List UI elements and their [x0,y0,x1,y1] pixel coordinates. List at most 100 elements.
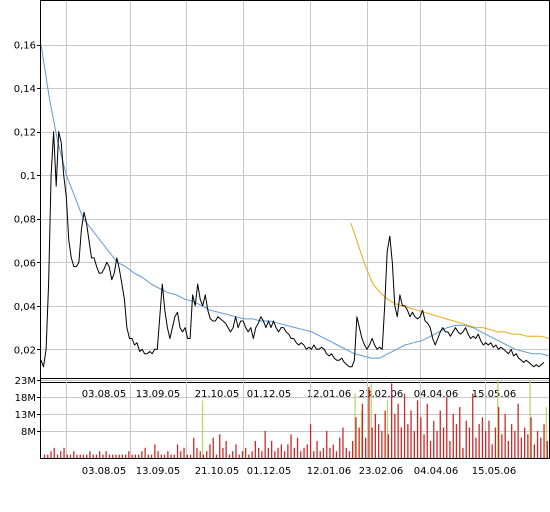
volume-bar [296,437,299,458]
volume-bar [60,451,62,458]
volume-bar [92,454,94,458]
price-series-line-2 [350,222,550,339]
volume-bar [105,451,107,458]
volume-bar [536,430,539,458]
volume-bar [222,447,224,458]
volume-bar [410,410,412,458]
volume-bar [423,434,425,458]
volume-grid [41,379,549,458]
volume-bar [176,444,179,458]
volume-x-tick-label: 21.10.05 [195,466,240,477]
price-x-tick-label: 21.10.05 [195,389,240,400]
volume-bar [439,410,441,458]
volume-bar [449,441,451,458]
volume-bar [316,441,318,458]
volume-bar [163,454,166,458]
volume-bar [228,454,231,458]
volume-bar [73,451,75,458]
volume-bar [546,441,548,458]
price-lines [40,44,550,368]
volume-y-tick-label: 23M [15,376,36,387]
volume-bar [170,454,172,458]
price-x-tick-label: 13.09.05 [136,389,181,400]
price-y-tick-label: 0,06 [14,258,36,269]
volume-bar [306,444,308,458]
volume-bar [326,430,328,458]
volume-bar [507,441,509,458]
volume-bar [329,447,331,458]
volume-bar [47,454,49,458]
volume-x-tick-label: 15.05.06 [472,466,517,477]
volume-bar [212,437,214,458]
price-x-tick-label: 04.04.06 [414,389,459,400]
volume-bar [374,413,376,458]
volume-bar [319,451,321,458]
volume-bar [280,444,282,458]
volume-bar [189,454,192,458]
volume-bar [138,454,140,458]
volume-bar [112,454,114,458]
volume-bar [391,383,393,458]
volume-x-tick-label: 03.08.05 [82,466,127,477]
volume-bar [219,434,221,458]
volume-bar [293,447,295,458]
volume-bar-up [497,380,499,458]
volume-bar [121,454,123,458]
volume-bar [160,454,162,458]
volume-bar [436,430,438,458]
volume-bar [381,430,383,458]
volume-bar [335,451,338,458]
volume-bar [387,434,389,458]
volume-bar [206,451,208,458]
price-series-line-0 [40,131,545,368]
volume-bar [173,454,175,458]
volume-bar [66,454,68,458]
volume-bar [348,451,351,458]
volume-bar [416,400,419,458]
volume-bar [183,447,185,458]
price-x-tick-label: 12.01.06 [307,389,352,400]
volume-bar [511,424,513,458]
price-y-tick-label: 0,16 [14,41,36,52]
volume-bar [283,451,286,458]
volume-bar [131,454,133,458]
volume-bar [520,437,522,458]
volume-bar [238,454,240,458]
volume-bar [167,451,169,458]
volume-bar [261,451,263,458]
volume-bar [524,427,526,458]
volume-bar [342,427,344,458]
volume-bar [235,444,237,458]
volume-bar [50,451,52,458]
volume-bar [498,407,500,458]
volume-bar [339,437,341,458]
price-y-tick-label: 0,12 [14,128,36,139]
price-y-tick-label: 0,14 [14,84,36,95]
volume-bar [108,454,111,458]
volume-bar [157,451,159,458]
volume-bar [241,451,244,458]
volume-bar [287,444,289,458]
price-frame [40,0,550,383]
volume-bar [462,447,464,458]
volume-y-tick-label: 8M [21,427,36,438]
price-x-tick-label: 03.08.05 [82,389,127,400]
volume-bar [199,451,201,458]
volume-bar [258,447,260,458]
volume-bar [378,424,380,458]
price-x-tick-label: 01.12.05 [247,389,292,400]
volume-bar [543,424,545,458]
volume-bar [141,451,143,458]
volume-bar [345,447,347,458]
volume-bar [433,420,435,458]
volume-bar [394,413,396,458]
volume-bar [245,447,247,458]
volume-bar [358,427,360,458]
volume-bar [63,447,65,458]
volume-bar [527,434,529,458]
volume-bar [371,427,373,458]
volume-bar [442,427,445,458]
volume-bar [403,393,406,458]
volume-bar [501,434,503,458]
volume-bar [485,430,487,458]
